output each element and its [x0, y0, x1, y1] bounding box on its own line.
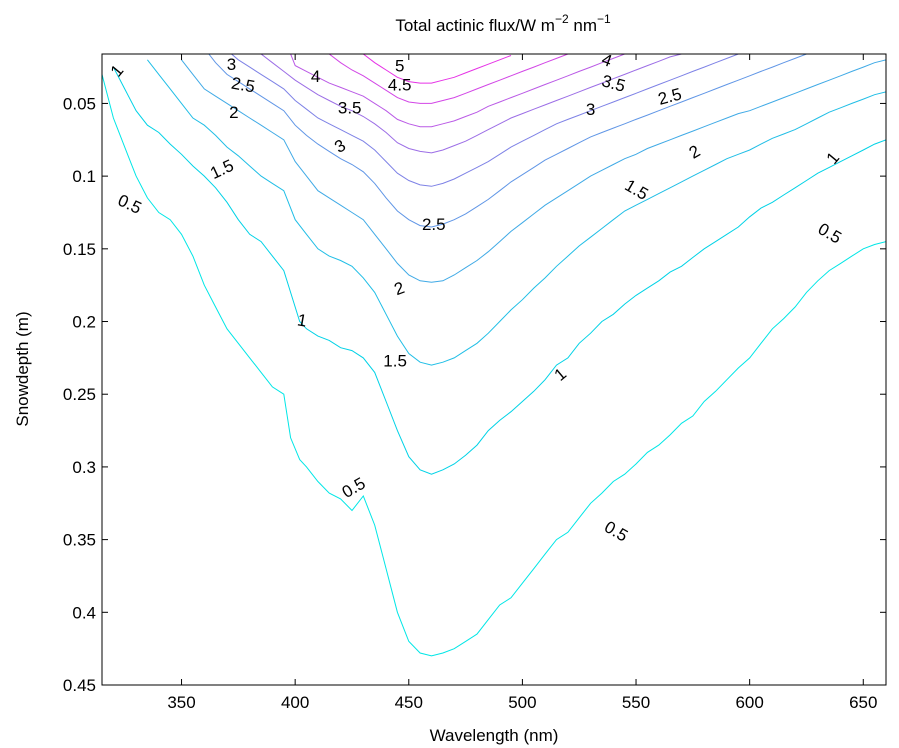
contour-level-2 — [181, 59, 886, 283]
chart-title: Total actinic flux/W m−2 nm−1 — [395, 12, 611, 35]
contour-label: 1 — [551, 364, 570, 385]
chart-title-sup2: −1 — [597, 12, 611, 26]
x-tick-label: 450 — [395, 693, 423, 712]
contour-label: 3 — [331, 136, 349, 157]
contour-label: 1 — [823, 148, 844, 167]
contour-level-2-5 — [208, 54, 807, 228]
contour-label: 0.5 — [115, 191, 144, 218]
chart-title-main: Total actinic flux/W m — [395, 16, 555, 35]
contour-level-1 — [112, 66, 886, 475]
contour-level-4 — [290, 54, 625, 128]
contour-label: 2.5 — [230, 74, 257, 97]
contour-level-0-5 — [102, 74, 886, 657]
plot-frame — [101, 53, 887, 686]
contour-label: 4 — [311, 67, 320, 86]
y-tick-label: 0.2 — [72, 313, 96, 332]
x-tick-label: 400 — [281, 693, 309, 712]
contour-level-5 — [362, 54, 512, 84]
contour-label: 1.5 — [383, 352, 407, 371]
contour-label: 3 — [586, 100, 595, 119]
chart-title-mid: nm — [569, 16, 597, 35]
contour-label: 1.5 — [207, 156, 236, 183]
y-tick-label: 0.3 — [72, 458, 96, 477]
contour-label: 2 — [686, 141, 704, 162]
y-axis-label: Snowdepth (m) — [13, 311, 32, 426]
y-tick-label: 0.1 — [72, 167, 96, 186]
contour-label: 3 — [227, 55, 236, 74]
x-tick-label: 350 — [167, 693, 195, 712]
contour-label: 3.5 — [338, 99, 362, 118]
contour-label: 2 — [229, 103, 238, 122]
contour-label: 2.5 — [422, 215, 446, 234]
contour-label: 4 — [599, 50, 614, 71]
contour-label: 0.5 — [601, 517, 631, 545]
contour-level-4-5 — [328, 54, 569, 104]
y-tick-label: 0.25 — [63, 385, 96, 404]
contour-level-3 — [231, 54, 739, 187]
y-tick-label: 0.4 — [72, 603, 96, 622]
y-tick-label: 0.05 — [63, 94, 96, 113]
contour-label: 1 — [107, 61, 128, 80]
y-tick-label: 0.35 — [63, 531, 96, 550]
contour-level-1-5 — [147, 59, 886, 366]
contour-label: 0.5 — [815, 219, 845, 247]
contour-label: 2.5 — [656, 84, 684, 108]
x-tick-label: 650 — [849, 693, 877, 712]
y-tick-label: 0.15 — [63, 240, 96, 259]
contour-level-3-5 — [260, 54, 682, 154]
contour-label: 1 — [296, 310, 309, 330]
y-tick-label: 0.45 — [63, 676, 96, 695]
x-axis-ticks: 350 400 450 500 550 600 650 — [167, 54, 877, 712]
x-tick-label: 550 — [622, 693, 650, 712]
y-axis-ticks: 0.05 0.1 0.15 0.2 0.25 0.3 0.35 0.4 0.45 — [63, 94, 886, 695]
x-tick-label: 500 — [508, 693, 536, 712]
contour-label: 5 — [395, 57, 404, 76]
contour-label: 2 — [392, 278, 407, 299]
chart-title-sup1: −2 — [555, 12, 569, 26]
x-tick-label: 600 — [735, 693, 763, 712]
contour-lines — [102, 54, 886, 657]
x-axis-label: Wavelength (nm) — [430, 726, 559, 745]
contour-label: 4.5 — [388, 75, 412, 94]
